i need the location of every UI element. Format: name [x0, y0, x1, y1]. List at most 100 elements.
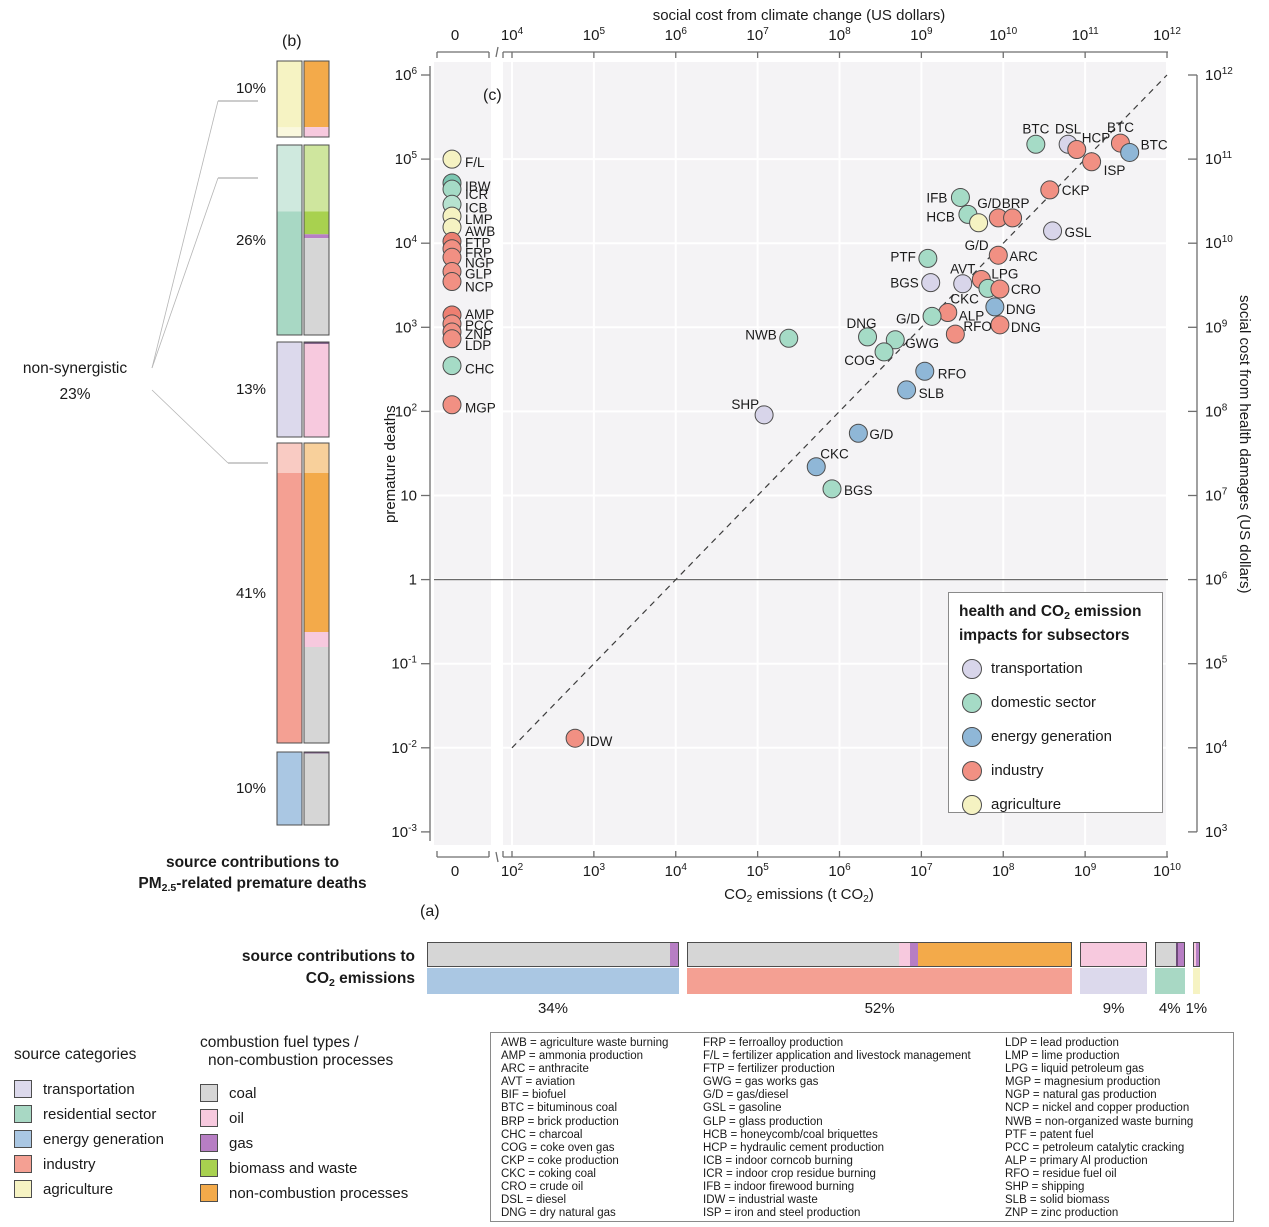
panel-a-title-line2: CO2 emissions: [118, 968, 415, 994]
axis-tick-label: 0: [451, 27, 459, 44]
b-fuel-outline: [303, 751, 330, 826]
b-category-bar-industry: [277, 443, 302, 743]
legend-item-coal: coal: [200, 1084, 480, 1102]
abbreviation-entry: NCP = nickel and copper production: [1005, 1102, 1190, 1115]
scatter-point-COG: [874, 342, 894, 362]
b-category-outline: [276, 144, 303, 336]
abbreviation-entry: CHC = charcoal: [501, 1128, 583, 1141]
title-part: emissions: [334, 970, 415, 987]
abbreviation-entry: BRP = brick production: [501, 1115, 619, 1128]
axis-tick-label: 10: [400, 488, 417, 505]
bottom-axis-title-part: CO: [724, 886, 747, 903]
a-fuel-bar-52%: [686, 942, 1073, 967]
b-fuel-bar-noncombustion: [304, 443, 329, 632]
point-label-ICB: ICB: [465, 200, 488, 215]
axis-tick-label: 102: [501, 862, 524, 880]
legend-swatch-square: [200, 1184, 218, 1202]
top-axis-break-mark: [495, 46, 499, 58]
abbreviation-entry: ARC = anthracite: [501, 1063, 589, 1076]
scatter-point-ISP: [1082, 152, 1102, 172]
point-label-RFO: RFO: [963, 319, 992, 334]
point-label-ICR: ICR: [465, 187, 489, 202]
scatter-legend-title-line2: impacts for subsectors: [959, 626, 1130, 644]
axis-tick-label: 1012: [1153, 26, 1181, 44]
point-label-PTF: PTF: [890, 249, 916, 264]
point-label-DNG: DNG: [1011, 320, 1041, 335]
legend-swatch-circle: [962, 692, 982, 713]
abbreviation-entry: AVT = aviation: [501, 1076, 576, 1089]
point-label-AVT: AVT: [950, 262, 975, 277]
point-label-FRP: FRP: [465, 246, 492, 261]
fuel-types-items: coal oil gas biomass and waste non-combustio…: [200, 1084, 480, 1202]
point-label-ZNP: ZNP: [465, 327, 492, 342]
point-label-GWG: GWG: [905, 336, 939, 351]
scatter-legend-items: transportation domestic sector energy gene…: [949, 658, 1162, 815]
scatter-point-DNG: [990, 315, 1010, 335]
point-label-ARC: ARC: [1009, 249, 1038, 264]
caption-part: PM: [138, 875, 162, 892]
abbreviation-entry: ICR = indoor crop residue burning: [703, 1167, 876, 1180]
b-fuel-outline: [303, 144, 330, 336]
legend-item-biomass and waste: biomass and waste: [200, 1159, 480, 1177]
axis-tick-label: 105: [395, 150, 418, 168]
a-fuel-segment-gas: [670, 943, 678, 966]
point-label-CKC: CKC: [820, 447, 849, 462]
scatter-point-SHP: [754, 405, 774, 425]
abbreviation-entry: SLB = solid biomass: [1005, 1194, 1110, 1207]
a-fuel-segment-noncombustion: [917, 943, 1072, 966]
b-fuel-fade: [304, 145, 329, 212]
point-label-LMP: LMP: [465, 212, 493, 227]
point-label-ALP: ALP: [959, 308, 985, 323]
abbreviations-column-2: FRP = ferroalloy production F/L = fertili…: [703, 1037, 1003, 1220]
scatter-point-BRP: [1003, 208, 1023, 228]
abbreviation-entry: SHP = shipping: [1005, 1181, 1085, 1194]
legend-item-label: coal: [229, 1084, 257, 1102]
a-fuel-segment-gas: [1196, 943, 1199, 966]
scatter-legend-title-line1: health and CO2 emission: [959, 602, 1162, 626]
scatter-point-MGP: [442, 395, 462, 415]
legend-item-agriculture: agriculture: [14, 1180, 194, 1198]
scatter-point-BGS: [921, 273, 941, 293]
source-categories-legend: source categories transportation resident…: [14, 1046, 194, 1205]
a-percent-label: 52%: [864, 1000, 895, 1017]
b-connector-line: [151, 100, 219, 369]
scatter-point-IFB: [950, 187, 970, 207]
b-fuel-bar-gas_dark: [304, 752, 329, 754]
b-category-fade: [277, 127, 302, 137]
point-label-SHP: SHP: [731, 397, 759, 412]
abbreviation-entry: FTP = fertilizer production: [703, 1063, 835, 1076]
b-category-bar-transportation: [277, 342, 302, 437]
abbreviation-entry: NGP = natural gas production: [1005, 1089, 1157, 1102]
axis-tick-label: 104: [395, 234, 418, 252]
legend-swatch-square: [200, 1159, 218, 1177]
axis-tick-label: 106: [1205, 571, 1228, 589]
b-fuel-bar-coal: [304, 647, 329, 743]
legend-title-part: emission: [1069, 603, 1142, 620]
a-fuel-segment-coal: [428, 943, 671, 966]
caption-sub: 2.5: [161, 881, 177, 894]
scatter-point-CRO: [990, 279, 1010, 299]
a-fuel-bar-4%: [1154, 942, 1185, 967]
legend-item-label: domestic sector: [991, 694, 1097, 712]
point-label-PCC: PCC: [465, 318, 494, 333]
b-category-fade: [277, 443, 302, 473]
legend-title-part: health and CO: [959, 603, 1065, 620]
axis-tick-label: 1010: [989, 26, 1017, 44]
axis-tick-label: 1011: [1205, 150, 1233, 168]
point-label-BTC: BTC: [1141, 137, 1168, 152]
scatter-point-GWG: [885, 330, 905, 350]
scatter-point-CHC: [442, 356, 462, 376]
abbreviation-entry: AMP = ammonia production: [501, 1050, 644, 1063]
a-fuel-segment-gas: [910, 943, 918, 966]
b-fuel-fade: [304, 443, 329, 473]
point-label-SLB: SLB: [919, 386, 945, 401]
abbreviation-entry: HCB = honeycomb/coal briquettes: [703, 1128, 878, 1141]
axis-tick-label: 1011: [1072, 26, 1100, 44]
point-label-AWB: AWB: [465, 224, 495, 239]
abbreviation-entry: CKC = coking coal: [501, 1167, 596, 1180]
abbreviation-entry: BIF = biofuel: [501, 1089, 566, 1102]
point-label-BRP: BRP: [1002, 196, 1030, 211]
legend-item-label: energy generation: [991, 728, 1112, 746]
legend-item-label: residential sector: [43, 1105, 157, 1123]
axis-tick-label: 107: [1205, 487, 1228, 505]
